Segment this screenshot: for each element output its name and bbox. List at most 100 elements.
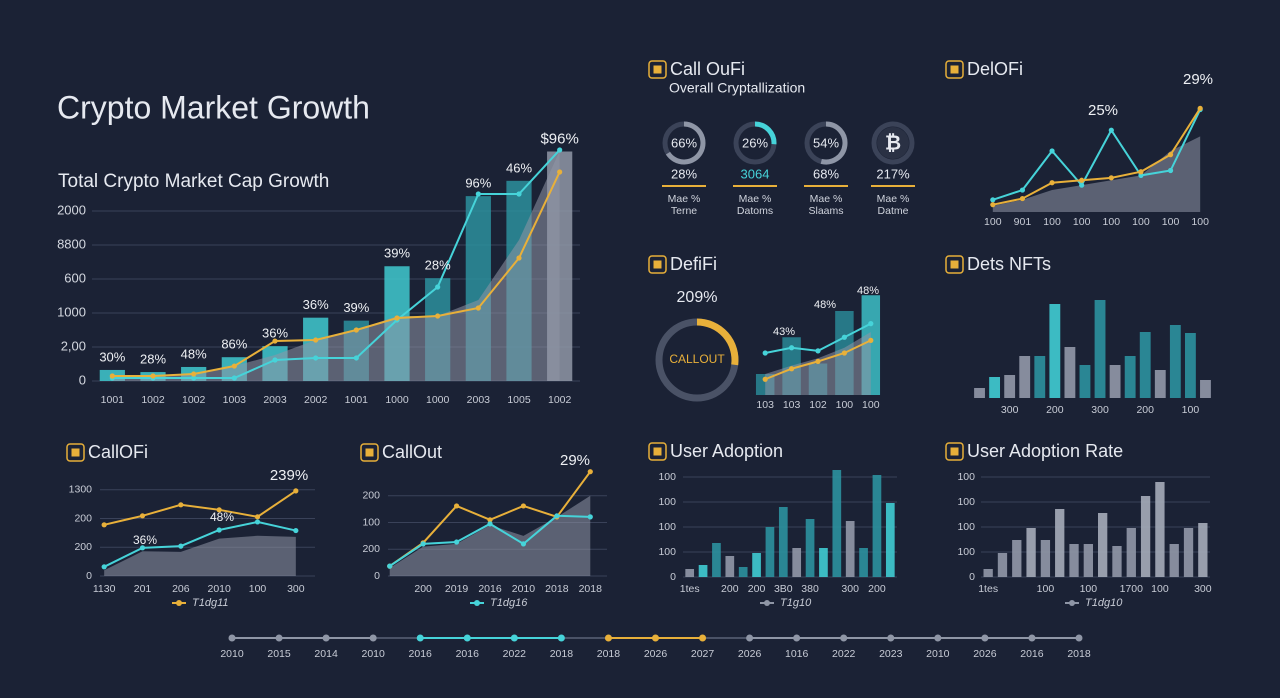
bar [885,503,895,577]
point [101,522,107,528]
timeline-dot [275,634,283,642]
title-icon [648,60,667,79]
x-tick-label: 201 [134,583,152,595]
x-tick-label: 901 [1014,216,1032,228]
point [453,503,460,509]
x-tick-label: 1000 [385,394,409,406]
bar [1140,496,1151,577]
annotation: 48% [210,510,234,524]
point [216,507,222,513]
annotation: 43% [773,326,795,338]
x-tick-label: 1003 [223,394,247,406]
point [216,527,222,533]
point [109,373,115,379]
timeline-label: 2026 [738,648,762,660]
bar [1126,528,1136,577]
donut-arc [754,121,777,145]
bar [752,553,761,577]
annotation: 48% [181,346,207,361]
timeline-dot [604,634,612,642]
x-tick-label: 100 [1043,216,1061,228]
x-tick-label: 100 [1103,216,1121,228]
bar [1155,482,1165,577]
bar [1026,528,1036,577]
timeline-dot [1075,634,1083,642]
x-tick-label: 100 [1080,583,1098,595]
bar [989,377,1001,398]
x-tick-label: 300 [1001,404,1019,416]
timeline-label: 2016 [409,648,433,660]
point [313,337,319,343]
bar [712,543,721,577]
point [516,191,522,197]
x-tick-label: 200 [414,583,432,595]
x-tick-label: 100 [862,399,880,411]
y-tick-label: 200 [74,541,92,553]
point [1167,167,1174,174]
y-tick-label: 200 [362,490,380,502]
timeline-label: 2018 [1067,648,1091,660]
x-tick-label: 3B0 [774,583,793,595]
bar [1139,332,1151,398]
point [554,513,560,519]
point [139,513,146,519]
timeline-label: 2022 [503,648,527,660]
bar [1034,356,1046,398]
y-tick-label: 1000 [57,304,86,319]
line [112,149,561,380]
x-tick-label: 2003 [467,394,491,406]
point [254,519,261,525]
timeline-label: 2027 [691,648,715,660]
point [293,527,299,534]
x-tick-label: 1130 [93,583,116,595]
bar [1169,544,1179,577]
y-tick-label: 100 [957,471,975,483]
x-tick-label: 200 [748,583,766,595]
title-icon-dot [950,447,959,456]
bar [1183,528,1194,577]
gauge-arc [696,318,739,366]
timeline-dot [463,634,471,642]
donut-stat: 28% [671,166,697,181]
x-tick-label: 2019 [445,583,469,595]
annotation: 28% [140,352,166,367]
bar [778,507,788,577]
point [1019,187,1026,193]
panel-title: CallOut [382,442,442,462]
bar [974,388,985,398]
bar [1200,380,1211,398]
x-tick-label: 2010 [512,583,536,595]
point [990,202,996,208]
line [992,109,1202,201]
point [1108,175,1114,181]
point [841,350,848,356]
point [139,545,146,551]
point [191,371,197,377]
panel-title: Dets NFTs [967,254,1051,274]
point [353,327,359,333]
bar [1124,356,1136,398]
annotation: 46% [506,160,532,175]
point [815,358,821,364]
bar [1012,540,1022,577]
bar [872,475,882,577]
point [762,350,768,356]
donut-stat: 3064 [741,166,770,181]
title-icon-dot [71,448,80,457]
title-icon [945,442,964,461]
point [587,469,593,475]
bar [1083,544,1093,577]
annotation: 28% [425,258,451,273]
y-tick-label: 1300 [69,484,93,496]
title-icon [945,60,964,79]
bar [792,548,802,577]
annotation: 39% [343,300,369,315]
line [103,520,297,568]
point [150,373,156,379]
x-tick-label: 300 [841,583,859,595]
point [420,541,426,547]
point [1079,182,1085,188]
x-tick-label: 100 [249,583,267,595]
timeline-label: 2015 [267,648,291,660]
timeline-label: 2010 [926,648,950,660]
